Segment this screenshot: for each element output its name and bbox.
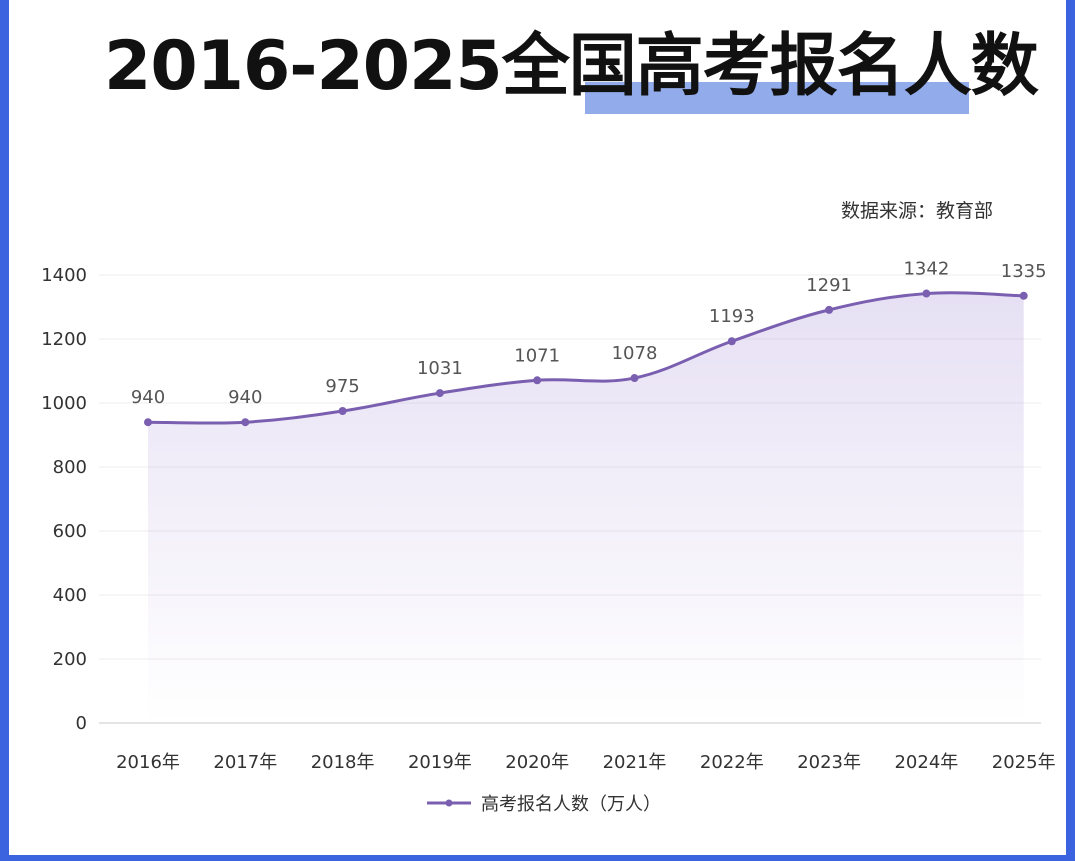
legend-dot-marker — [445, 799, 453, 807]
y-tick-label: 600 — [53, 521, 87, 542]
y-tick-label: 0 — [76, 713, 87, 734]
x-tick-label: 2024年 — [894, 752, 958, 773]
y-tick-label: 1400 — [41, 265, 87, 286]
data-point — [922, 289, 931, 298]
data-point — [1019, 291, 1028, 300]
data-label: 1291 — [806, 275, 852, 296]
y-axis: 0 200 400 600 800 1000 1200 1400 — [41, 265, 87, 734]
data-label: 1335 — [1001, 261, 1047, 282]
data-labels: 940 940 975 1031 1071 1078 1193 1291 1342 1335 — [131, 259, 1047, 409]
line-chart: 0 200 400 600 800 1000 1200 1400 2016年 2017年 2018… — [41, 259, 1056, 815]
data-point — [144, 418, 152, 427]
legend: 高考报名人数（万人） — [427, 794, 661, 815]
x-tick-label: 2020年 — [505, 752, 569, 773]
data-label: 975 — [325, 376, 359, 397]
y-tick-label: 1200 — [41, 329, 87, 350]
data-point — [825, 305, 834, 314]
data-point — [727, 337, 736, 346]
series-line — [147, 291, 1024, 425]
data-label: 940 — [131, 387, 165, 408]
x-tick-label: 2022年 — [700, 752, 764, 773]
title-highlight — [585, 82, 969, 114]
data-label: 1031 — [417, 358, 463, 379]
y-tick-label: 200 — [53, 649, 87, 670]
y-tick-label: 1000 — [41, 393, 87, 414]
data-label: 1078 — [612, 343, 658, 364]
data-point — [338, 407, 347, 415]
x-tick-label: 2018年 — [311, 752, 375, 773]
data-label: 1342 — [903, 259, 949, 280]
chart-title: 2016-2025全国高考报名人数 — [104, 27, 1039, 106]
data-label: 1193 — [709, 306, 755, 327]
x-tick-label: 2016年 — [116, 752, 180, 773]
data-point — [630, 374, 639, 383]
x-tick-label: 2025年 — [992, 752, 1056, 773]
y-tick-label: 400 — [53, 585, 87, 606]
data-points — [144, 289, 1028, 427]
data-label: 1071 — [514, 345, 560, 366]
y-tick-label: 800 — [53, 457, 87, 478]
x-tick-label: 2021年 — [603, 752, 667, 773]
legend-label: 高考报名人数（万人） — [481, 794, 661, 815]
x-axis: 2016年 2017年 2018年 2019年 2020年 2021年 2022年 2023年… — [116, 752, 1056, 773]
data-point — [435, 389, 444, 398]
x-tick-label: 2023年 — [797, 752, 861, 773]
data-point — [533, 376, 542, 385]
data-point — [241, 418, 250, 427]
data-source-note: 数据来源：教育部 — [841, 200, 994, 222]
series-area — [148, 292, 1024, 723]
data-label: 940 — [228, 387, 262, 408]
x-tick-label: 2019年 — [408, 752, 472, 773]
x-tick-label: 2017年 — [213, 752, 277, 773]
